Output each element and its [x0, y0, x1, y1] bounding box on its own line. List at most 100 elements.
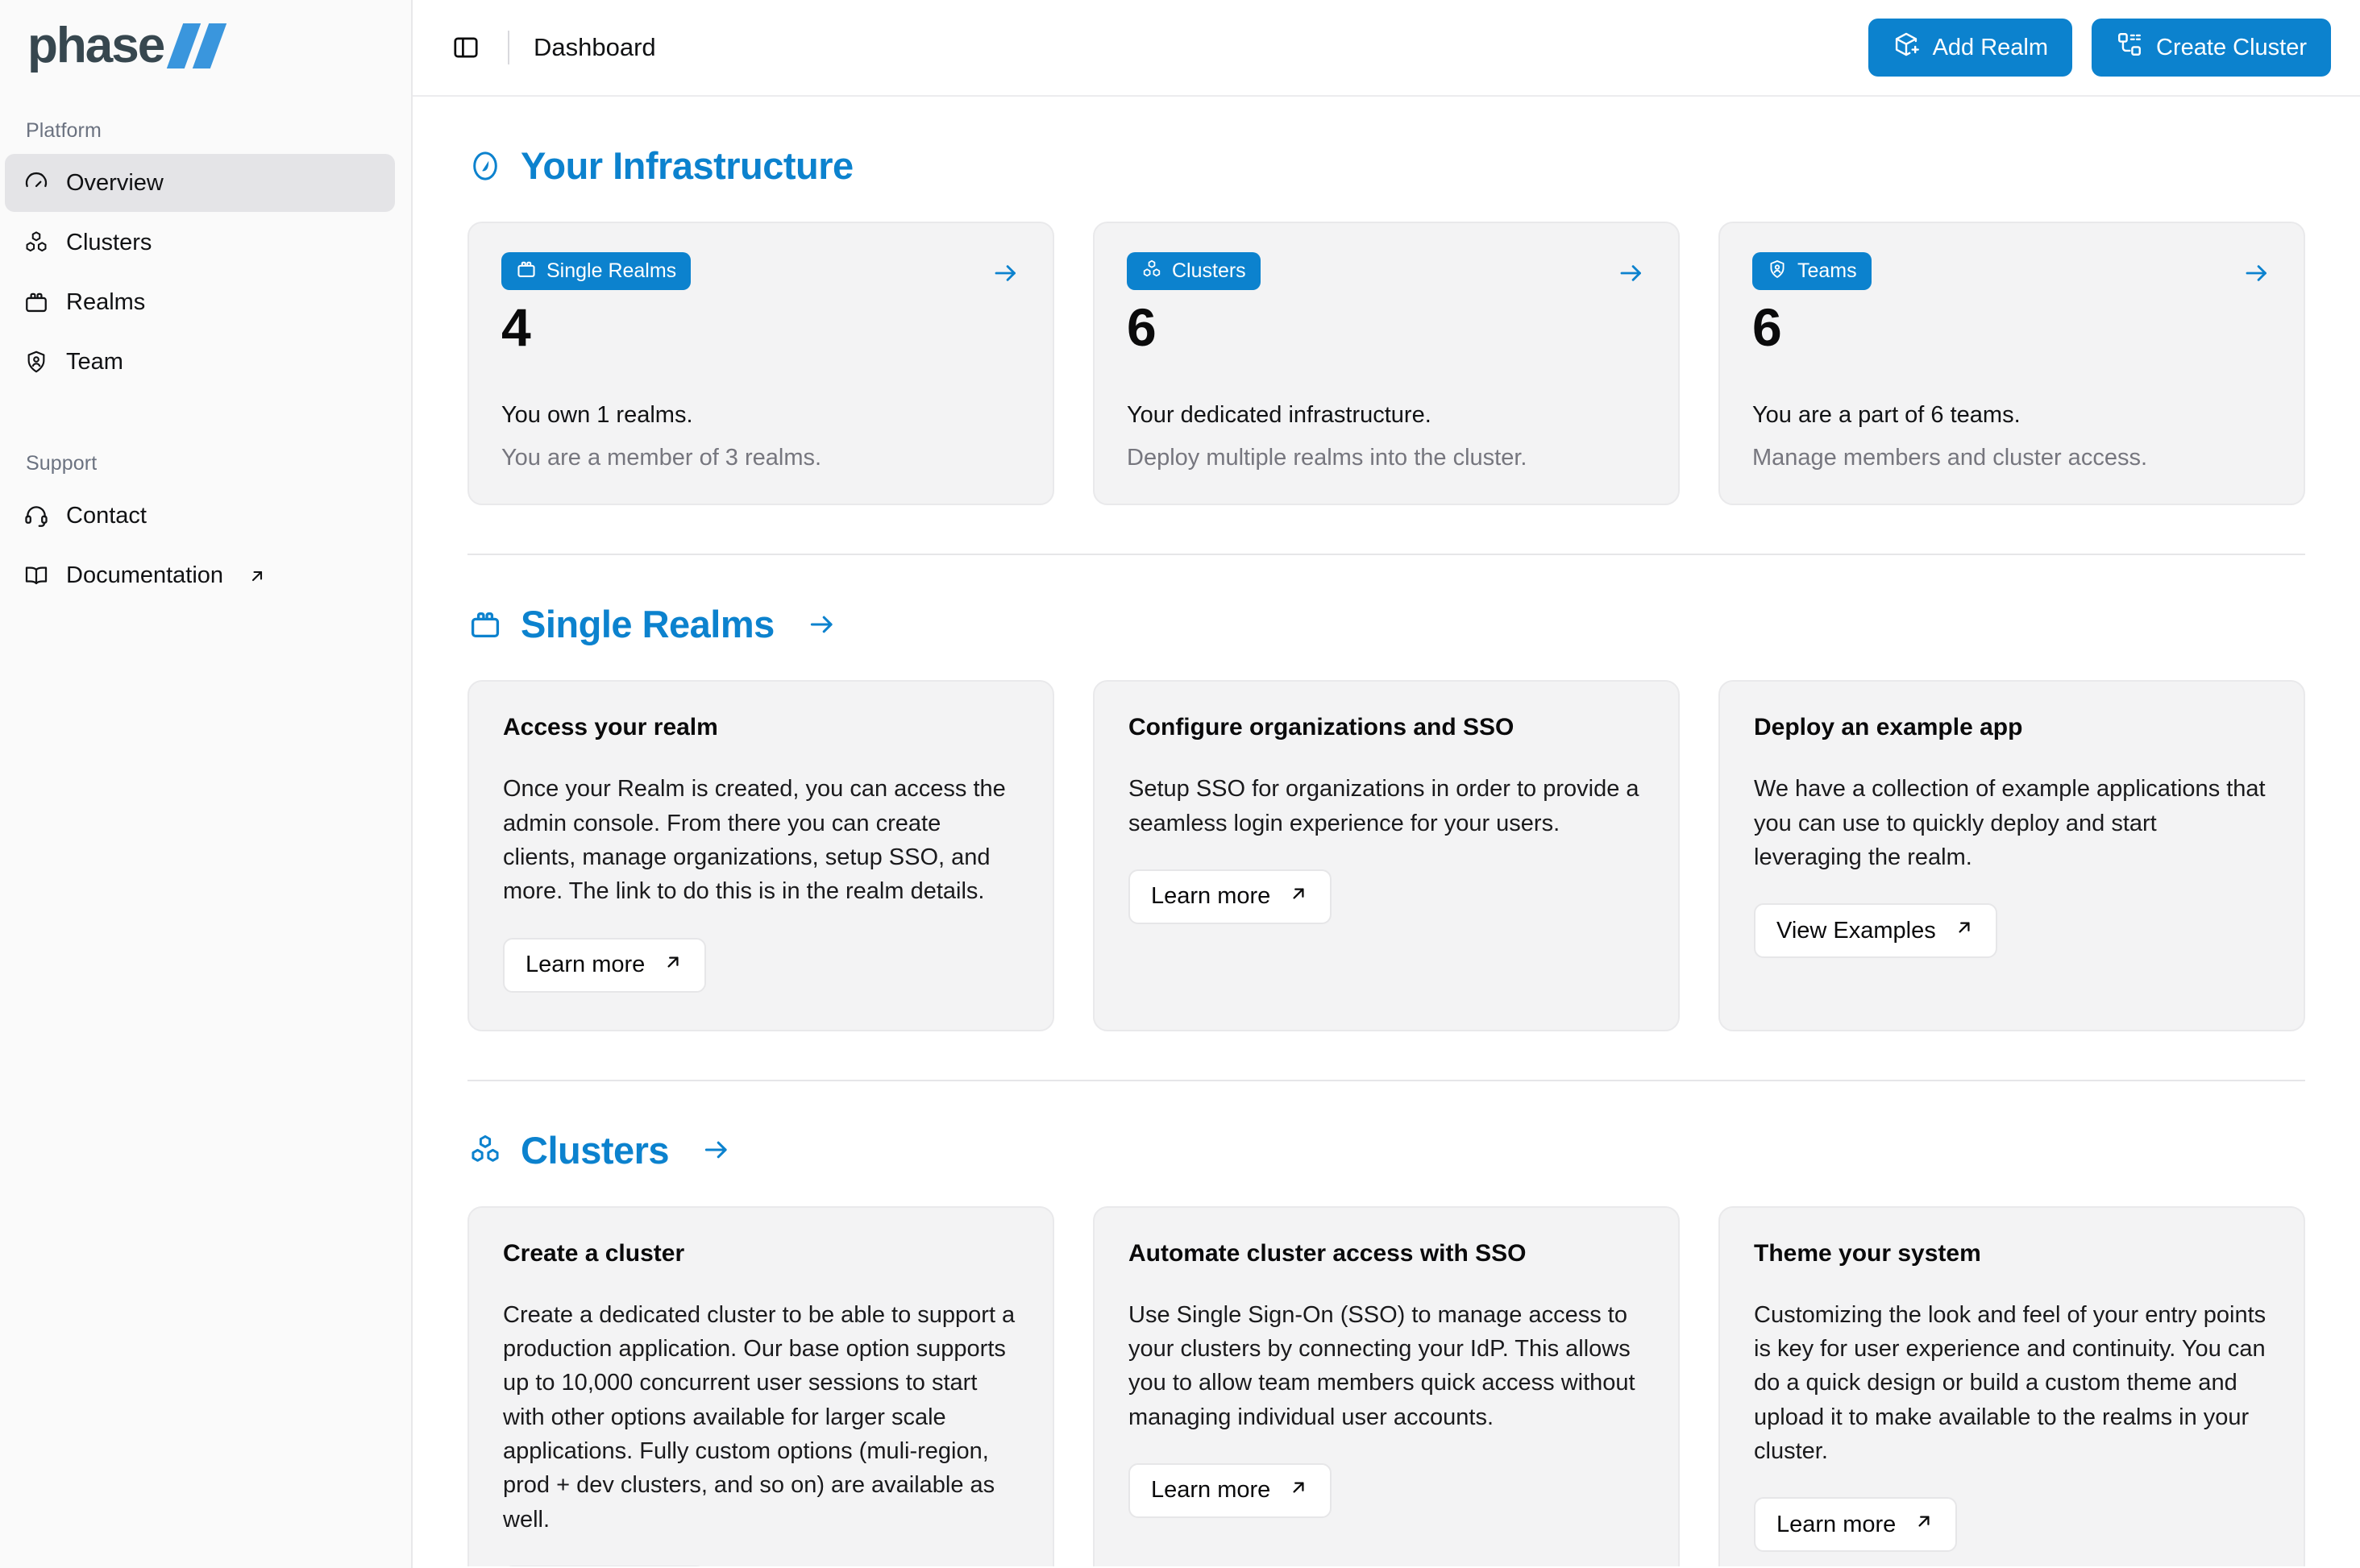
sidebar-item-label: Contact: [66, 502, 147, 529]
status-badge: Clusters: [1127, 252, 1261, 290]
external-link-icon: [1288, 1477, 1309, 1504]
main-area: Dashboard Add Realm: [413, 0, 2360, 1568]
sidebar-item-overview[interactable]: Overview: [5, 154, 395, 212]
sidebar-platform-group: Platform Overview Clusters: [0, 119, 411, 391]
learn-more-button[interactable]: Learn more: [1754, 1497, 1958, 1553]
external-link-icon: [1288, 883, 1309, 911]
arrow-right-icon[interactable]: [701, 1135, 732, 1165]
external-link-icon: [1913, 1511, 1934, 1538]
external-link-icon: [663, 952, 683, 979]
create-cluster-button[interactable]: Create Cluster: [2092, 19, 2331, 77]
card-title: Theme your system: [1754, 1239, 1981, 1267]
learn-more-button[interactable]: Learn more: [503, 937, 707, 993]
info-card-theme-your-system: Theme your system Customizing the look a…: [1718, 1205, 2305, 1566]
info-card-deploy-an-example-app: Deploy an example app We have a collecti…: [1718, 680, 2305, 1031]
learn-more-button[interactable]: Learn more: [1128, 1462, 1332, 1518]
sidebar-item-documentation[interactable]: Documentation: [5, 546, 395, 604]
sidebar-item-realms[interactable]: Realms: [5, 273, 395, 331]
clusters-cards: Create a cluster Create a dedicated clus…: [467, 1205, 2305, 1566]
stat-card-single-realms[interactable]: Single Realms 4 You own 1 realms. You ar…: [467, 222, 1054, 506]
learn-more-button[interactable]: Learn more: [1128, 869, 1332, 924]
brick-icon: [467, 607, 503, 642]
badge-label: Teams: [1797, 259, 1857, 282]
stat-secondary-text: You are a member of 3 realms.: [501, 445, 822, 471]
sidebar-support-group: Support Contact: [0, 452, 411, 604]
card-body: Once your Realm is created, you can acce…: [503, 776, 1006, 905]
stat-primary-text: You are a part of 6 teams.: [1752, 402, 2021, 429]
stat-primary-text: You own 1 realms.: [501, 402, 693, 429]
create-cluster-label: Create Cluster: [2156, 34, 2307, 60]
card-body: Create a dedicated cluster to be able to…: [503, 1301, 1016, 1533]
sidebar-item-label: Overview: [66, 169, 164, 196]
workflow-icon: [2116, 31, 2143, 64]
external-link-icon: [247, 566, 267, 585]
stat-value: 6: [1752, 297, 1782, 357]
section-title: Clusters: [521, 1128, 670, 1172]
external-link-icon: [1954, 917, 1975, 944]
compass-icon: [467, 148, 503, 184]
sidebar-item-team[interactable]: Team: [5, 333, 395, 391]
sidebar-item-clusters[interactable]: Clusters: [5, 214, 395, 272]
stat-secondary-text: Manage members and cluster access.: [1752, 445, 2147, 471]
topbar-divider: [508, 31, 509, 64]
info-card-automate-cluster-access-with-sso: Automate cluster access with SSO Use Sin…: [1093, 1205, 1680, 1566]
sidebar-support-label: Support: [26, 452, 98, 475]
card-title: Configure organizations and SSO: [1128, 714, 1514, 741]
info-card-create-a-cluster: Create a cluster Create a dedicated clus…: [467, 1205, 1054, 1566]
card-title: Deploy an example app: [1754, 714, 2023, 741]
sidebar-item-label: Documentation: [66, 562, 224, 588]
badge-label: Clusters: [1172, 259, 1246, 282]
headset-icon: [23, 502, 50, 529]
arrow-right-icon[interactable]: [1617, 259, 1646, 288]
infrastructure-cards: Single Realms 4 You own 1 realms. You ar…: [467, 222, 2305, 506]
view-examples-button[interactable]: View Examples: [1754, 903, 1997, 959]
breadcrumb: Dashboard: [534, 33, 656, 61]
section-divider: [467, 1079, 2305, 1081]
stat-card-teams[interactable]: Teams 6 You are a part of 6 teams. Manag…: [1718, 222, 2305, 506]
sidebar-item-label: Realms: [66, 288, 146, 315]
section-header-infrastructure: Your Infrastructure: [467, 97, 2305, 222]
page-title: Your Infrastructure: [521, 144, 854, 187]
card-title: Access your realm: [503, 714, 718, 741]
box-plus-icon: [1893, 31, 1920, 64]
sidebar-item-label: Clusters: [66, 229, 152, 255]
stat-secondary-text: Deploy multiple realms into the cluster.: [1127, 445, 1527, 471]
card-body: We have a collection of example applicat…: [1754, 776, 2266, 870]
view-examples-label: View Examples: [1776, 917, 1936, 944]
gauge-icon: [23, 169, 50, 197]
info-card-access-your-realm: Access your realm Once your Realm is cre…: [467, 680, 1054, 1031]
card-title: Create a cluster: [503, 1239, 685, 1267]
stat-primary-text: Your dedicated infrastructure.: [1127, 402, 1431, 429]
top-bar: Dashboard Add Realm: [413, 0, 2360, 97]
card-body: Use Single Sign-On (SSO) to manage acces…: [1128, 1301, 1635, 1430]
add-realm-label: Add Realm: [1932, 34, 2049, 60]
stat-value: 6: [1127, 297, 1157, 357]
section-header-single-realms: Single Realms: [467, 555, 2305, 680]
panel-left-icon[interactable]: [448, 30, 484, 65]
sidebar-item-contact[interactable]: Contact: [5, 487, 395, 545]
stat-value: 4: [501, 297, 531, 357]
single-realms-cards: Access your realm Once your Realm is cre…: [467, 680, 2305, 1031]
arrow-right-icon[interactable]: [807, 609, 837, 640]
cubes-icon: [467, 1132, 503, 1168]
book-icon: [23, 562, 50, 589]
arrow-right-icon[interactable]: [991, 259, 1020, 288]
cubes-icon: [1141, 259, 1162, 284]
shield-user-icon: [23, 348, 50, 375]
card-title: Automate cluster access with SSO: [1128, 1239, 1527, 1267]
sidebar: phase Platform Overview: [0, 0, 413, 1568]
add-realm-button[interactable]: Add Realm: [1868, 19, 2073, 77]
brick-icon: [23, 288, 50, 316]
status-badge: Teams: [1752, 252, 1872, 290]
arrow-right-icon[interactable]: [2242, 259, 2271, 288]
badge-label: Single Realms: [546, 259, 677, 282]
learn-more-label: Learn more: [1151, 883, 1271, 910]
info-card-configure-organizations-and-sso: Configure organizations and SSO Setup SS…: [1093, 680, 1680, 1031]
stat-card-clusters[interactable]: Clusters 6 Your dedicated infrastructure…: [1093, 222, 1680, 506]
section-title: Single Realms: [521, 603, 775, 646]
brand-logo[interactable]: phase: [0, 0, 411, 97]
cubes-icon: [23, 229, 50, 256]
brand-wordmark: phase: [27, 18, 165, 73]
learn-more-label: Learn more: [526, 952, 646, 978]
